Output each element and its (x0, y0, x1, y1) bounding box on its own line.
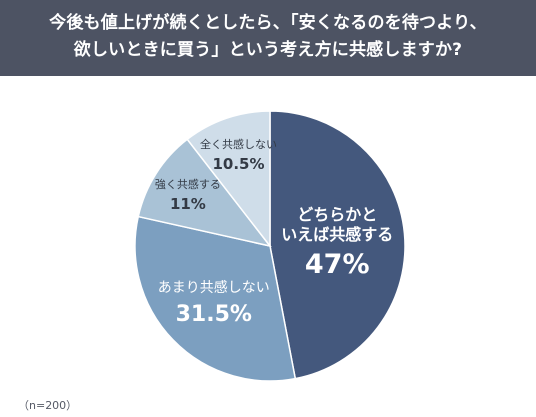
question-title-line-2: 欲しいときに買う」という考え方に共感しますか? (73, 40, 463, 60)
pie-slice-2 (137, 138, 272, 248)
pie-slices (134, 110, 406, 382)
sample-size-note: （n=200） (18, 399, 78, 412)
slice-label-0-line-0: どちらかと (297, 205, 377, 224)
slice-value-2: 11% (170, 195, 206, 213)
slice-label-0-line-1: いえば共感する (281, 225, 393, 244)
question-header: 今後も値上げが続くとしたら、「安くなるのを待つより、 欲しいときに買う」という考… (0, 0, 536, 76)
slice-label-group-3: 全く共感しない 10.5% (200, 137, 277, 173)
pie-slice-1 (134, 215, 297, 382)
slice-value-3: 10.5% (212, 155, 264, 173)
slice-label-2-line-0: 強く共感する (155, 178, 221, 191)
pie-slice-0 (269, 110, 406, 380)
pie-slice-3 (186, 110, 271, 249)
slice-value-0: 47% (305, 249, 370, 280)
slice-label-group-2: 強く共感する 11% (155, 178, 221, 213)
slice-label-1-line-0: あまり共感しない (158, 279, 270, 296)
question-title-line-1: 今後も値上げが続くとしたら、「安くなるのを待つより、 (49, 13, 487, 33)
slice-label-3-line-0: 全く共感しない (200, 137, 277, 151)
slice-value-1: 31.5% (176, 302, 252, 327)
slice-label-group-1: あまり共感しない 31.5% (158, 279, 270, 327)
